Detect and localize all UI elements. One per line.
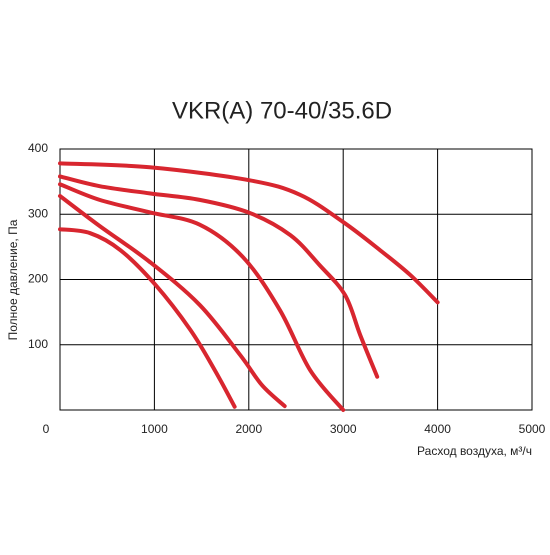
chart-title: VKR(A) 70-40/35.6D — [172, 97, 392, 124]
y-tick-label: 100 — [28, 337, 48, 351]
x-tick-label: 4000 — [424, 422, 451, 436]
curve — [58, 193, 287, 409]
y-tick-label: 300 — [28, 206, 48, 220]
x-tick-label: 0 — [43, 422, 50, 436]
y-tick-label: 400 — [28, 141, 48, 155]
x-tick-label: 5000 — [519, 422, 546, 436]
curve — [58, 174, 380, 379]
y-tick-label: 200 — [28, 272, 48, 286]
curve — [58, 161, 440, 305]
x-tick-label: 3000 — [330, 422, 357, 436]
x-tick-label: 1000 — [141, 422, 168, 436]
x-tick-label: 2000 — [235, 422, 262, 436]
curve — [58, 182, 346, 412]
y-axis-label: Полное давление, Па — [6, 219, 20, 340]
curve — [58, 227, 237, 409]
x-axis-label: Расход воздуха, м³/ч — [417, 444, 532, 458]
